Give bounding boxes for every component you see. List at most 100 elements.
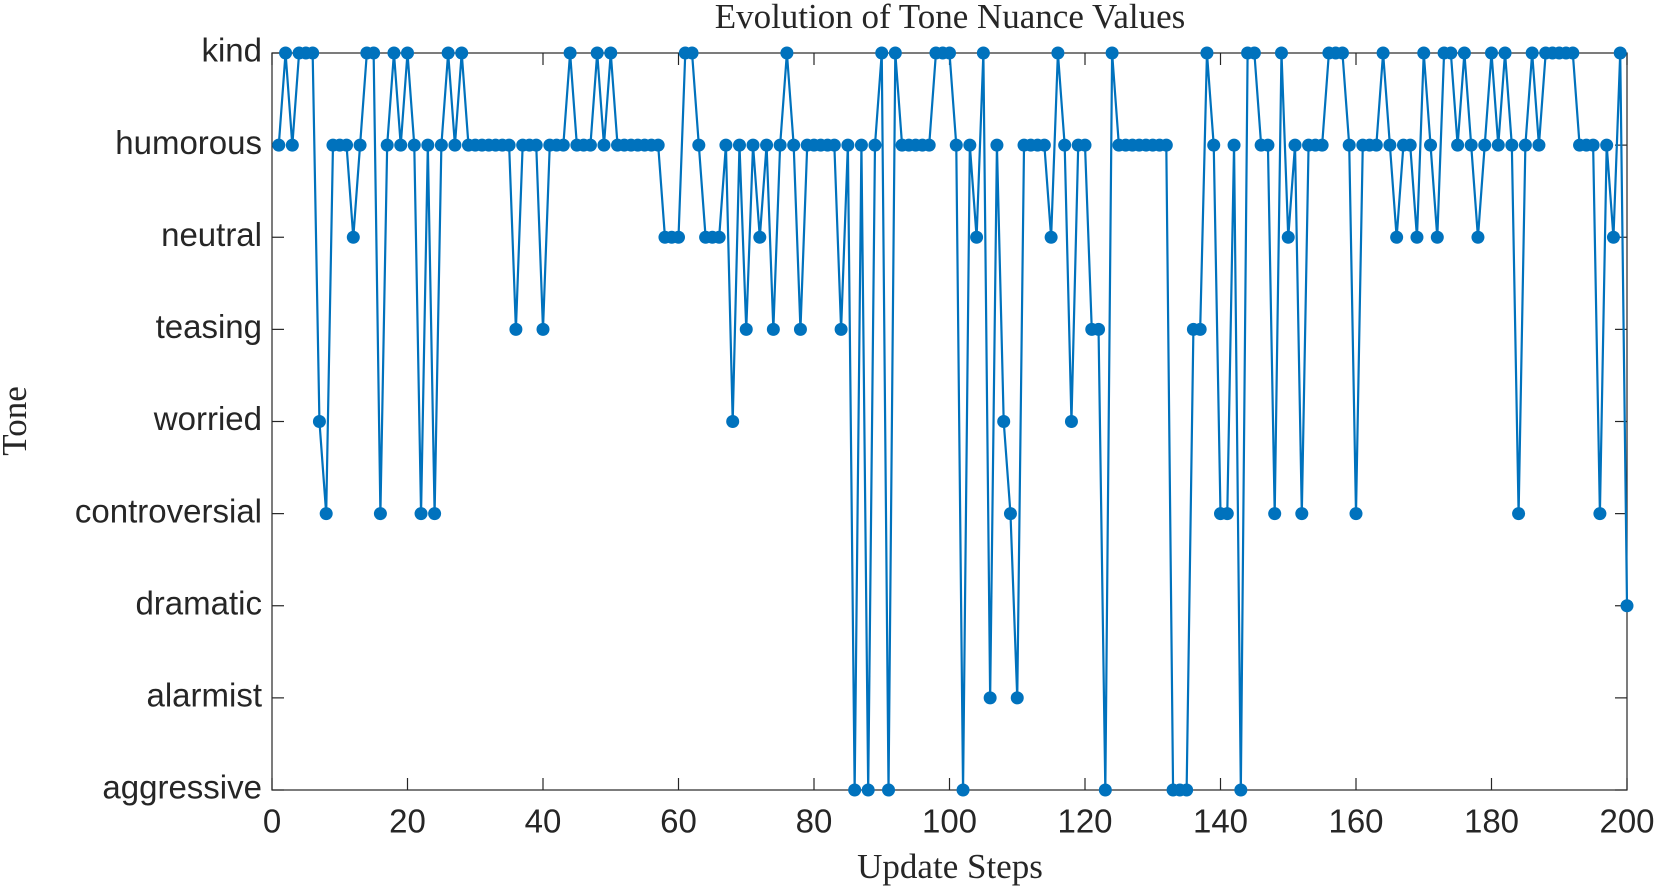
- point: [394, 138, 408, 152]
- point: [834, 322, 848, 336]
- point: [1349, 507, 1363, 521]
- point: [976, 46, 990, 60]
- point: [848, 783, 862, 797]
- x-tick-label: 20: [389, 803, 426, 840]
- point: [692, 138, 706, 152]
- point: [1505, 138, 1519, 152]
- point: [1207, 138, 1221, 152]
- point: [1051, 46, 1065, 60]
- x-axis-label: Update Steps: [857, 847, 1043, 886]
- y-tick-label: aggressive: [102, 769, 262, 806]
- plot-frame: [271, 52, 1628, 791]
- point: [1451, 138, 1465, 152]
- point: [787, 138, 801, 152]
- point: [1335, 46, 1349, 60]
- point: [746, 138, 760, 152]
- x-tick-label: 120: [1057, 803, 1112, 840]
- point: [868, 138, 882, 152]
- point: [509, 322, 523, 336]
- point: [943, 46, 956, 60]
- point: [949, 138, 963, 152]
- point: [306, 46, 320, 60]
- point: [1430, 230, 1444, 244]
- point: [1227, 138, 1241, 152]
- point: [380, 138, 394, 152]
- x-tick-label: 100: [922, 803, 977, 840]
- point: [760, 138, 774, 152]
- y-tick-label: alarmist: [146, 677, 262, 714]
- point: [1444, 46, 1458, 60]
- x-tick-label: 80: [796, 803, 833, 840]
- point: [272, 138, 286, 152]
- point: [1410, 230, 1424, 244]
- point: [407, 138, 421, 152]
- point: [285, 138, 299, 152]
- point: [793, 322, 807, 336]
- x-tick-label: 180: [1464, 803, 1519, 840]
- point: [387, 46, 401, 60]
- x-tick-label: 60: [660, 803, 697, 840]
- point: [1525, 46, 1539, 60]
- point: [827, 138, 841, 152]
- point: [956, 783, 970, 797]
- point: [780, 46, 794, 60]
- point: [1586, 138, 1600, 152]
- point: [312, 415, 326, 428]
- point: [367, 46, 381, 60]
- point: [1159, 138, 1173, 152]
- point: [434, 138, 448, 152]
- point: [353, 138, 367, 152]
- point: [1037, 138, 1051, 152]
- point: [346, 230, 360, 244]
- point: [597, 138, 611, 152]
- point: [590, 46, 604, 60]
- point: [1180, 783, 1194, 797]
- point: [536, 322, 550, 336]
- point: [1620, 599, 1634, 613]
- point: [1600, 138, 1614, 152]
- point: [726, 415, 740, 428]
- point: [448, 138, 462, 152]
- point: [1464, 138, 1478, 152]
- point: [1606, 230, 1620, 244]
- point: [1342, 138, 1356, 152]
- point: [1566, 46, 1580, 60]
- point: [990, 138, 1004, 152]
- point: [1491, 138, 1505, 152]
- point: [1417, 46, 1431, 60]
- point: [997, 415, 1011, 428]
- y-tick-label: kind: [201, 32, 262, 69]
- point: [1315, 138, 1329, 152]
- point: [773, 138, 787, 152]
- point: [1058, 138, 1072, 152]
- point: [1512, 507, 1526, 521]
- point: [888, 46, 902, 60]
- point: [401, 46, 414, 60]
- point: [1268, 507, 1282, 521]
- point: [983, 691, 997, 705]
- point: [1064, 415, 1078, 428]
- x-tick-label: 0: [263, 803, 281, 840]
- y-tick-label: neutral: [161, 216, 262, 253]
- x-tick-label: 140: [1193, 803, 1248, 840]
- point: [963, 138, 977, 152]
- point: [583, 138, 597, 152]
- point: [1532, 138, 1546, 152]
- point: [882, 783, 896, 797]
- point: [861, 783, 875, 797]
- point: [719, 138, 733, 152]
- point: [1369, 138, 1383, 152]
- point: [414, 507, 428, 521]
- point: [1274, 46, 1288, 60]
- point: [1105, 46, 1119, 60]
- y-axis-label: Tone: [0, 386, 34, 455]
- point: [428, 507, 442, 521]
- point: [1010, 691, 1024, 705]
- point: [1092, 322, 1106, 336]
- point: [1613, 46, 1627, 60]
- point: [1098, 783, 1112, 797]
- point: [970, 230, 984, 244]
- point: [1518, 138, 1532, 152]
- point: [563, 46, 577, 60]
